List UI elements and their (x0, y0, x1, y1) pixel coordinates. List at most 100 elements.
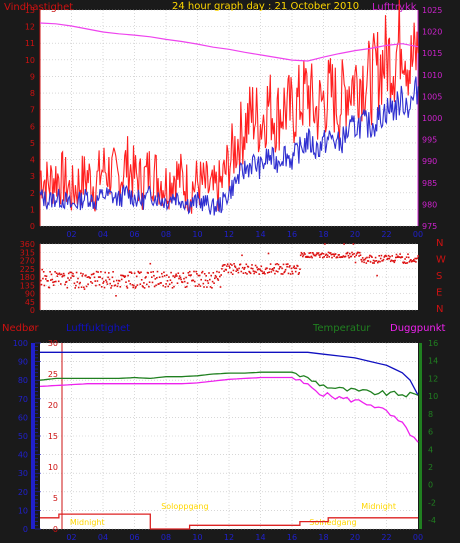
direction-point (124, 275, 127, 277)
direction-point (298, 272, 300, 274)
direction-point (244, 266, 246, 269)
direction-point (216, 278, 219, 280)
direction-point (105, 281, 108, 283)
direction-point (93, 276, 96, 279)
direction-point (143, 282, 145, 284)
pressure-y-tick: 990 (422, 157, 437, 166)
direction-point (269, 263, 272, 265)
direction-point (396, 256, 398, 258)
direction-point (170, 271, 172, 274)
direction-point (178, 277, 180, 280)
direction-point (213, 282, 215, 284)
direction-point (361, 257, 364, 259)
direction-point (186, 285, 188, 288)
wind-x-tick: 12 (224, 230, 234, 239)
direction-point (346, 252, 348, 255)
direction-point (66, 286, 69, 289)
direction-point (344, 255, 347, 258)
direction-point (156, 277, 158, 279)
direction-point (51, 278, 54, 281)
direction-point (354, 261, 357, 264)
direction-point (256, 266, 258, 269)
direction-point (132, 286, 134, 289)
direction-point (342, 255, 345, 257)
direction-point (135, 275, 138, 278)
direction-point (343, 243, 345, 245)
wind-y-tick: 10 (25, 56, 35, 65)
temp-y-tick: 0 (428, 481, 433, 490)
direction-point (403, 261, 406, 263)
direction-point (70, 277, 72, 279)
wind-x-tick: 22 (381, 230, 391, 239)
direction-point (348, 256, 350, 259)
direction-point (182, 272, 185, 274)
direction-point (283, 271, 285, 274)
direction-point (160, 282, 162, 284)
direction-point (123, 275, 125, 277)
direction-point (138, 272, 141, 274)
direction-point (234, 265, 236, 267)
direction-point (197, 274, 200, 277)
humidity-y-tick: 10 (48, 463, 58, 472)
direction-point (193, 270, 195, 273)
direction-point (236, 268, 238, 270)
direction-point (277, 270, 279, 273)
direction-point (110, 285, 113, 287)
direction-point (148, 285, 150, 288)
direction-point (363, 261, 365, 264)
direction-point (180, 278, 182, 281)
direction-point (198, 274, 201, 277)
direction-point (107, 276, 109, 279)
direction-point (174, 275, 177, 277)
climate-x-tick: 00 (413, 533, 423, 542)
direction-point (71, 275, 74, 277)
direction-points (40, 243, 419, 297)
direction-point (347, 254, 350, 257)
humidity-y-tick: 15 (48, 432, 58, 441)
direction-point (219, 286, 222, 288)
direction-point (308, 252, 310, 254)
sun-label-0: Midnight (70, 518, 105, 527)
direction-point (303, 252, 305, 254)
direction-point (302, 255, 304, 258)
direction-point (245, 263, 248, 266)
direction-point (324, 243, 326, 245)
pressure-y-tick: 1020 (422, 28, 442, 37)
pressure-y-tick: 980 (422, 200, 437, 209)
direction-point (49, 271, 51, 273)
direction-point (405, 256, 408, 258)
direction-point (42, 271, 45, 273)
direction-point (377, 261, 379, 264)
direction-point (106, 283, 109, 285)
direction-point (185, 276, 187, 279)
sun-label-1: Soloppgang (161, 502, 208, 511)
pressure-y-tick: 985 (422, 179, 437, 188)
direction-point (80, 286, 83, 288)
wind-x-tick: 00 (413, 230, 423, 239)
direction-point (416, 257, 419, 259)
rain-y-tick: 10 (18, 506, 28, 515)
direction-point (241, 266, 244, 269)
direction-point (392, 260, 395, 262)
direction-point (314, 254, 317, 257)
direction-point (188, 270, 191, 273)
direction-point (237, 271, 240, 274)
direction-point (394, 259, 396, 262)
humidity-line (40, 351, 419, 396)
direction-point (389, 260, 392, 263)
direction-point (153, 274, 155, 277)
direction-point (329, 252, 332, 254)
direction-point (104, 271, 106, 274)
direction-point (183, 277, 185, 280)
direction-point (379, 257, 382, 260)
direction-point (398, 256, 401, 258)
direction-point (253, 272, 255, 275)
direction-point (366, 256, 368, 259)
direction-point (201, 271, 203, 274)
direction-point (223, 270, 225, 272)
direction-point (227, 271, 230, 274)
direction-point (386, 258, 388, 261)
direction-point (58, 272, 61, 275)
direction-point (150, 271, 152, 273)
direction-point (52, 281, 54, 284)
